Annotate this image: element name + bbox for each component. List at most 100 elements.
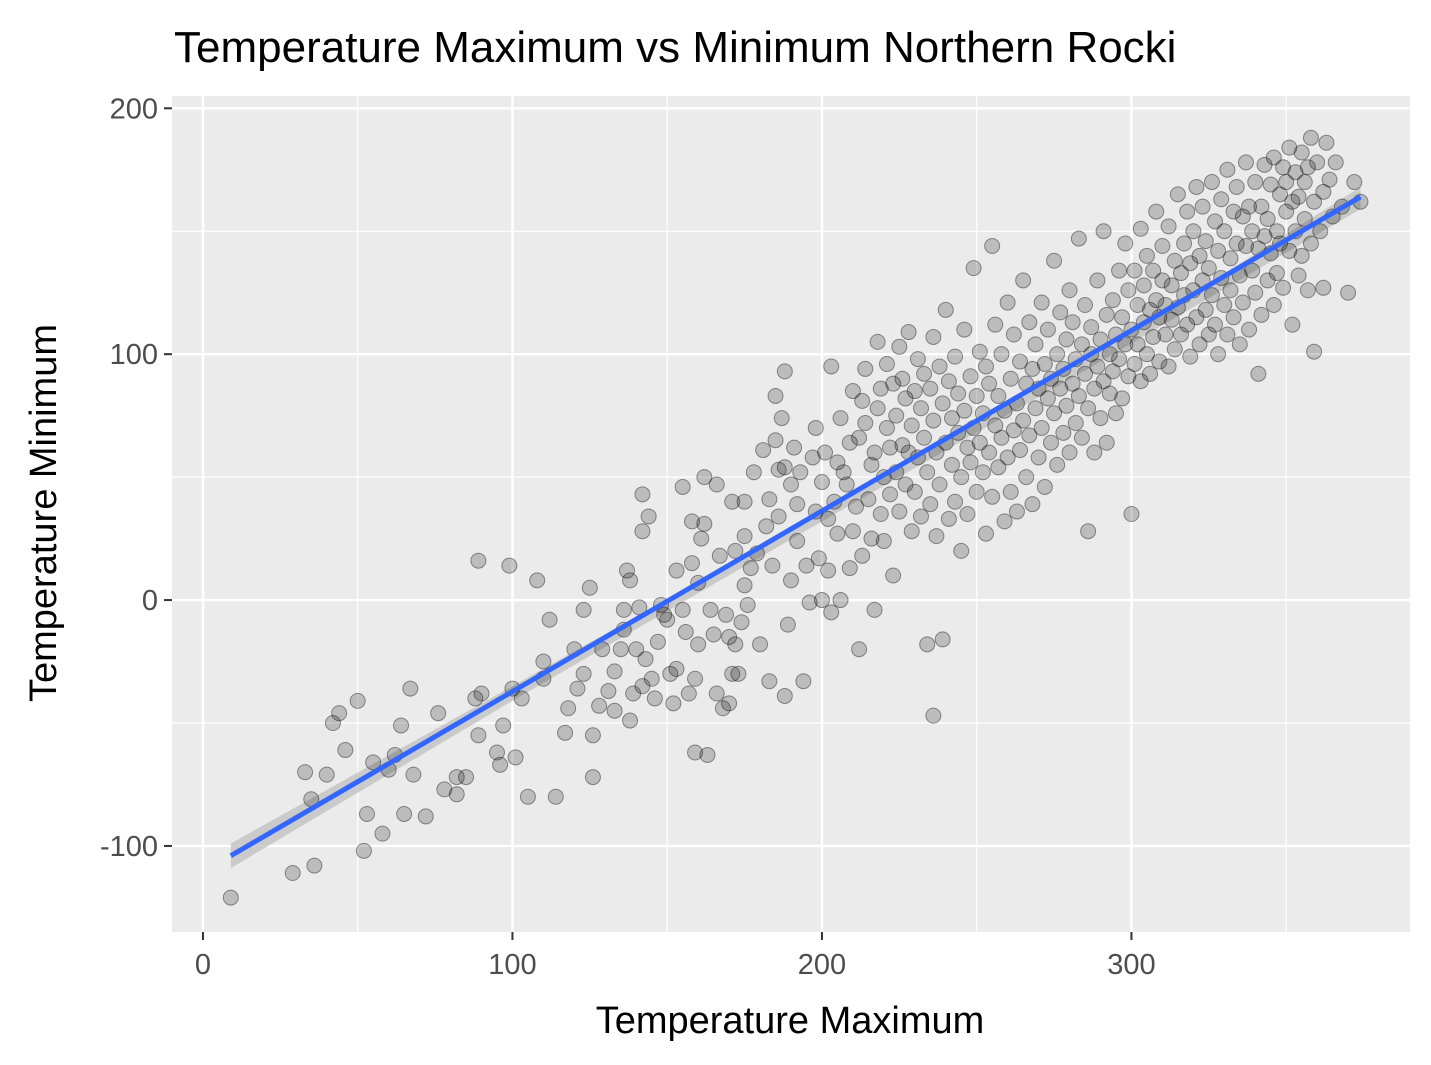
data-point: [739, 596, 756, 613]
data-point: [1250, 365, 1267, 382]
data-point: [696, 515, 713, 532]
data-point: [1104, 292, 1121, 309]
data-point: [1222, 282, 1239, 299]
data-point: [724, 665, 741, 682]
data-point: [1002, 483, 1019, 500]
data-point: [851, 641, 868, 658]
data-point: [634, 486, 651, 503]
data-point: [541, 611, 558, 628]
data-point: [1299, 282, 1316, 299]
data-point: [866, 601, 883, 618]
data-point: [1272, 186, 1289, 203]
data-point: [358, 805, 375, 822]
data-point: [643, 670, 660, 687]
data-point: [792, 464, 809, 481]
data-point: [885, 375, 902, 392]
data-point: [1228, 178, 1245, 195]
data-point: [832, 410, 849, 427]
data-point: [1281, 139, 1298, 156]
data-point: [912, 508, 929, 525]
data-point: [1203, 287, 1220, 304]
data-point: [1089, 272, 1106, 289]
data-point: [974, 464, 991, 481]
data-point: [1231, 336, 1248, 353]
data-point: [813, 592, 830, 609]
data-point: [1234, 208, 1251, 225]
data-point: [947, 493, 964, 510]
data-point: [962, 368, 979, 385]
data-point: [680, 685, 697, 702]
data-point: [875, 533, 892, 550]
data-point: [1179, 203, 1196, 220]
data-point: [1247, 284, 1264, 301]
data-point: [1268, 223, 1285, 240]
data-point: [674, 478, 691, 495]
data-point: [628, 641, 645, 658]
data-point: [776, 363, 793, 380]
data-point: [606, 663, 623, 680]
data-point: [687, 670, 704, 687]
data-point: [956, 402, 973, 419]
data-point: [1092, 410, 1109, 427]
data-point: [872, 506, 889, 522]
data-point: [968, 483, 985, 500]
data-point: [1346, 174, 1363, 191]
data-point: [1306, 193, 1323, 210]
data-point: [575, 601, 592, 618]
data-point: [1086, 380, 1103, 397]
data-point: [987, 417, 1004, 434]
data-point: [851, 429, 868, 446]
data-point: [683, 513, 700, 530]
data-point: [1275, 159, 1292, 176]
data-point: [1185, 223, 1202, 240]
data-point: [916, 365, 933, 382]
data-point: [878, 419, 895, 436]
data-point: [1225, 309, 1242, 326]
data-point: [1203, 174, 1220, 191]
data-point: [473, 685, 490, 702]
data-point: [866, 444, 883, 461]
data-point: [665, 695, 682, 712]
data-point: [618, 562, 635, 579]
data-point: [931, 358, 948, 375]
data-point: [953, 469, 970, 486]
data-point: [1234, 294, 1251, 311]
data-point: [1222, 250, 1239, 267]
data-point: [507, 749, 524, 766]
data-point: [634, 678, 651, 695]
fit-line-layer: [229, 194, 1362, 858]
data-point: [789, 533, 806, 550]
data-point: [736, 493, 753, 510]
data-point: [1138, 247, 1155, 264]
data-point: [829, 454, 846, 471]
data-point: [999, 449, 1016, 466]
data-point: [324, 715, 341, 731]
data-point: [1107, 405, 1124, 422]
data-point: [569, 680, 586, 697]
data-point: [306, 857, 323, 874]
data-point: [1265, 297, 1282, 313]
major-gridlines: [172, 96, 1410, 932]
data-point: [1188, 178, 1205, 195]
data-point: [891, 503, 908, 520]
data-point: [909, 351, 926, 368]
data-point: [903, 417, 920, 434]
data-point: [1179, 316, 1196, 333]
data-point: [622, 712, 639, 729]
data-point: [761, 491, 778, 508]
data-point: [1089, 358, 1106, 375]
data-point: [832, 592, 849, 609]
data-point: [1160, 358, 1177, 375]
x-tick-label: 0: [195, 949, 211, 981]
data-point: [1176, 235, 1193, 252]
data-point: [1005, 422, 1022, 439]
data-point: [705, 626, 722, 643]
data-point: [1219, 326, 1236, 343]
data-point: [776, 687, 793, 704]
data-point: [1098, 306, 1115, 323]
data-point: [1033, 294, 1050, 311]
x-tick-label: 100: [488, 949, 536, 981]
data-point: [810, 550, 827, 567]
data-point: [1012, 353, 1029, 370]
data-point: [1197, 301, 1214, 318]
